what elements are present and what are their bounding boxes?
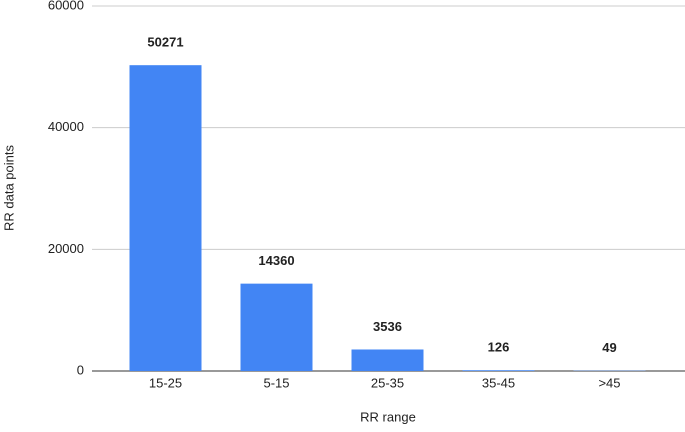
x-tick-label: 35-45 [482, 375, 515, 390]
bar [241, 284, 313, 371]
y-tick-label: 20000 [48, 241, 84, 256]
y-tick-label: 0 [77, 362, 84, 377]
value-label: 3536 [373, 319, 402, 334]
x-axis-label: RR range [360, 409, 416, 424]
value-label: 50271 [147, 35, 183, 50]
y-tick-label: 60000 [48, 0, 84, 12]
value-label: 49 [602, 340, 616, 355]
bar [352, 349, 424, 371]
x-tick-label: 15-25 [149, 375, 182, 390]
x-tick-label: 5-15 [263, 375, 289, 390]
bar [130, 65, 202, 371]
x-tick-label: >45 [598, 375, 620, 390]
bar [463, 370, 535, 371]
value-label: 14360 [258, 253, 294, 268]
value-label: 126 [488, 340, 510, 355]
x-tick-label: 25-35 [371, 375, 404, 390]
y-axis-label: RR data points [1, 145, 16, 231]
y-tick-label: 40000 [48, 119, 84, 134]
